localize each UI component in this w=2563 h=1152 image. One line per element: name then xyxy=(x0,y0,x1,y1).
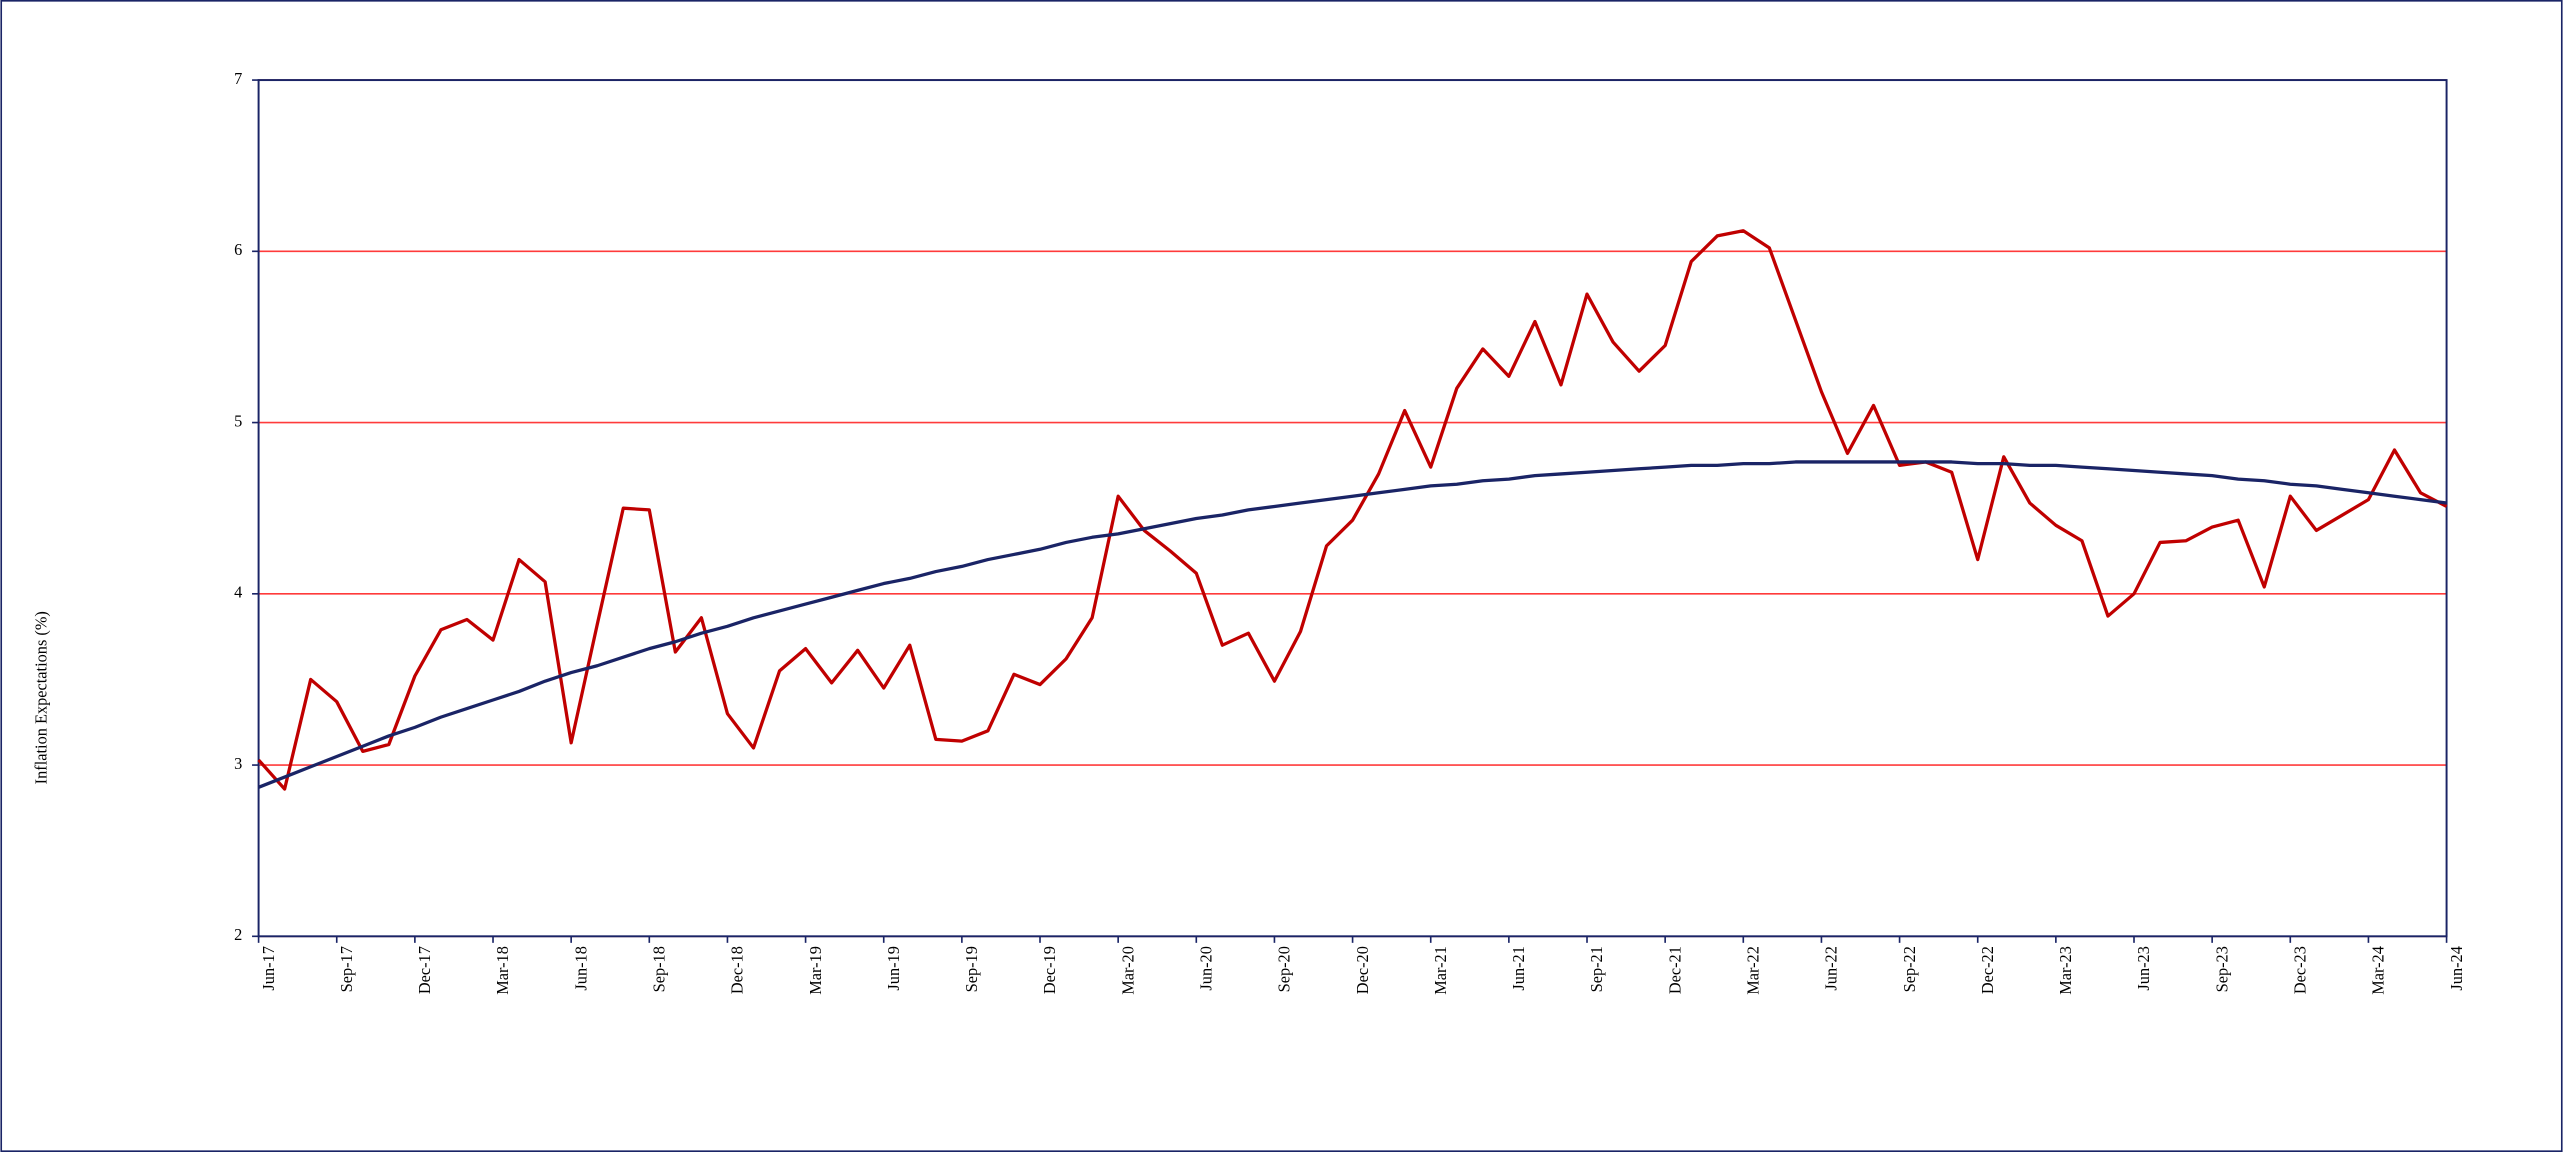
x-tick-label: Jun-24 xyxy=(2447,946,2466,990)
x-tick-label: Jun-21 xyxy=(1509,946,1528,990)
y-tick-label: 3 xyxy=(234,754,242,773)
x-tick-label: Dec-22 xyxy=(1978,946,1997,994)
x-tick-label: Sep-23 xyxy=(2212,946,2231,992)
x-tick-label: Mar-23 xyxy=(2056,946,2075,995)
y-tick-label: 5 xyxy=(234,411,242,430)
x-tick-label: Mar-18 xyxy=(493,946,512,995)
y-tick-label: 4 xyxy=(234,583,242,602)
x-tick-label: Sep-18 xyxy=(649,946,668,992)
x-tick-label: Jun-22 xyxy=(1822,946,1841,990)
x-tick-label: Dec-17 xyxy=(415,946,434,994)
x-tick-label: Sep-22 xyxy=(1900,946,1919,992)
x-tick-label: Dec-20 xyxy=(1353,946,1372,994)
y-axis-label: Inflation Expectations (%) xyxy=(32,611,51,784)
x-tick-label: Mar-20 xyxy=(1118,946,1137,995)
x-tick-label: Dec-23 xyxy=(2290,946,2309,994)
x-tick-label: Dec-19 xyxy=(1040,946,1059,994)
series-line xyxy=(257,460,2447,789)
x-tick-label: Jun-18 xyxy=(571,946,590,990)
x-tick-label: Sep-20 xyxy=(1275,946,1294,992)
x-tick-label: Dec-21 xyxy=(1665,946,1684,994)
x-tick-label: Jun-17 xyxy=(259,946,278,990)
x-tick-label: Mar-19 xyxy=(806,946,825,995)
series-line xyxy=(257,229,2448,791)
x-tick-label: Mar-24 xyxy=(2369,946,2388,995)
x-tick-label: Jun-19 xyxy=(884,946,903,990)
x-tick-label: Jun-20 xyxy=(1196,946,1215,990)
x-tick-label: Sep-19 xyxy=(962,946,981,992)
y-tick-label: 7 xyxy=(234,69,242,88)
y-tick-label: 6 xyxy=(234,240,242,259)
x-tick-label: Mar-22 xyxy=(1743,946,1762,995)
y-tick-label: 2 xyxy=(234,925,242,944)
x-tick-label: Dec-18 xyxy=(728,946,747,994)
x-tick-label: Sep-17 xyxy=(337,946,356,992)
x-tick-label: Jun-23 xyxy=(2134,946,2153,990)
x-tick-label: Mar-21 xyxy=(1431,946,1450,995)
x-tick-label: Sep-21 xyxy=(1587,946,1606,992)
